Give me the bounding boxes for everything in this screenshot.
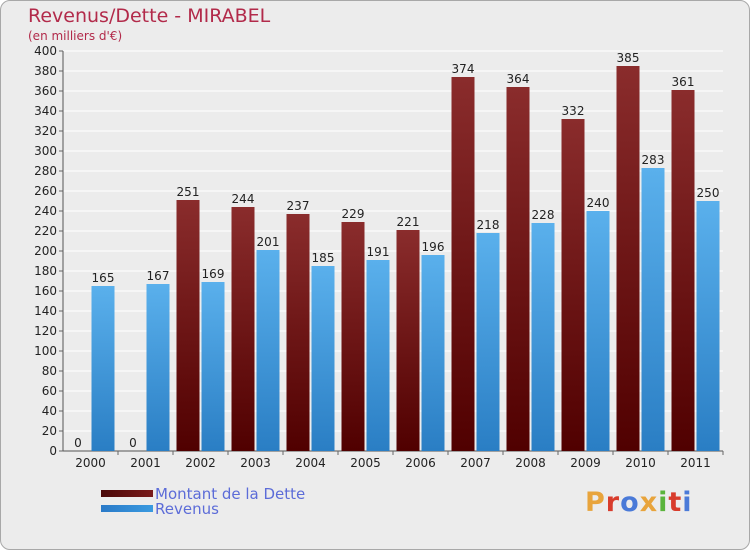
logo-letter: i (658, 487, 669, 518)
legend-label-dette: Montant de la Dette (155, 485, 306, 503)
data-label-dette: 332 (562, 104, 585, 118)
bar-revenus (586, 211, 610, 451)
bar-dette (671, 90, 695, 451)
bar-revenus (311, 266, 335, 451)
logo-letter: r (605, 487, 621, 518)
y-tick-label: 20 (42, 424, 57, 438)
bar-revenus (531, 223, 555, 451)
y-tick-label: 300 (34, 144, 57, 158)
data-label-revenus: 185 (312, 251, 335, 265)
x-tick-label: 2007 (460, 456, 491, 470)
bar-dette (561, 119, 585, 451)
bar-revenus (91, 286, 115, 451)
data-label-dette: 221 (397, 215, 420, 229)
y-tick-label: 120 (34, 324, 57, 338)
logo-letter: i (682, 487, 693, 518)
legend-swatch-dette (101, 490, 153, 497)
y-tick-label: 200 (34, 244, 57, 258)
bar-dette (286, 214, 310, 451)
y-tick-label: 100 (34, 344, 57, 358)
bar-dette (396, 230, 420, 451)
data-label-dette: 244 (232, 192, 255, 206)
x-tick-label: 2002 (185, 456, 216, 470)
data-label-dette: 237 (287, 199, 310, 213)
data-label-dette: 0 (129, 436, 137, 450)
y-tick-label: 180 (34, 264, 57, 278)
y-tick-label: 0 (49, 444, 57, 458)
bar-revenus (201, 282, 225, 451)
x-tick-label: 2006 (405, 456, 436, 470)
y-tick-label: 220 (34, 224, 57, 238)
y-tick-label: 360 (34, 84, 57, 98)
data-label-revenus: 240 (587, 196, 610, 210)
data-label-dette: 385 (617, 51, 640, 65)
legend-label-revenus: Revenus (155, 500, 219, 518)
bar-revenus (641, 168, 665, 451)
bar-dette (341, 222, 365, 451)
data-label-dette: 229 (342, 207, 365, 221)
bar-chart: 0 20 40 60 80 100 120 140 160 180 200 220 240 260 280 3… (34, 44, 724, 470)
logo-letter: t (668, 487, 683, 518)
data-label-dette: 0 (74, 436, 82, 450)
y-tick-label: 240 (34, 204, 57, 218)
bar-revenus (366, 260, 390, 451)
data-label-revenus: 218 (477, 218, 500, 232)
bar-dette (451, 77, 475, 451)
bar-dette (616, 66, 640, 451)
y-tick-label: 60 (42, 384, 57, 398)
y-tick-label: 80 (42, 364, 57, 378)
bar-revenus (421, 255, 445, 451)
data-label-revenus: 165 (92, 271, 115, 285)
y-tick-label: 40 (42, 404, 57, 418)
y-tick-label: 380 (34, 64, 57, 78)
bar-revenus (146, 284, 170, 451)
data-label-revenus: 283 (642, 153, 665, 167)
chart-subtitle: (en milliers d'€) (28, 29, 123, 43)
bar-dette (231, 207, 255, 451)
logo-letter: P (585, 487, 606, 518)
data-label-dette: 251 (177, 185, 200, 199)
x-tick-label: 2004 (295, 456, 326, 470)
x-tick-label: 2011 (680, 456, 711, 470)
x-tick-label: 2001 (130, 456, 161, 470)
y-tick-label: 260 (34, 184, 57, 198)
bar-revenus (476, 233, 500, 451)
data-label-revenus: 169 (202, 267, 225, 281)
x-tick-label: 2005 (350, 456, 381, 470)
proxiti-logo: Proxiti (585, 487, 693, 518)
bar-dette (506, 87, 530, 451)
x-tick-label: 2000 (75, 456, 106, 470)
x-tick-label: 2003 (240, 456, 271, 470)
data-label-dette: 364 (507, 72, 530, 86)
logo-letter: x (639, 487, 659, 518)
y-tick-label: 320 (34, 124, 57, 138)
y-tick-label: 400 (34, 44, 57, 58)
x-tick-label: 2010 (625, 456, 656, 470)
bar-revenus (696, 201, 720, 451)
y-tick-label: 340 (34, 104, 57, 118)
data-label-dette: 361 (672, 75, 695, 89)
data-label-revenus: 228 (532, 208, 555, 222)
legend-swatch-revenus (101, 505, 153, 512)
bar-dette (176, 200, 200, 451)
data-label-revenus: 250 (697, 186, 720, 200)
y-tick-label: 280 (34, 164, 57, 178)
data-label-dette: 374 (452, 62, 475, 76)
data-label-revenus: 167 (147, 269, 170, 283)
x-tick-label: 2009 (570, 456, 601, 470)
x-tick-label: 2008 (515, 456, 546, 470)
data-label-revenus: 191 (367, 245, 390, 259)
bar-revenus (256, 250, 280, 451)
logo-letter: o (620, 487, 640, 518)
data-label-revenus: 201 (257, 235, 280, 249)
chart-title: Revenus/Dette - MIRABEL (28, 5, 271, 27)
data-label-revenus: 196 (422, 240, 445, 254)
y-tick-label: 160 (34, 284, 57, 298)
y-tick-label: 140 (34, 304, 57, 318)
